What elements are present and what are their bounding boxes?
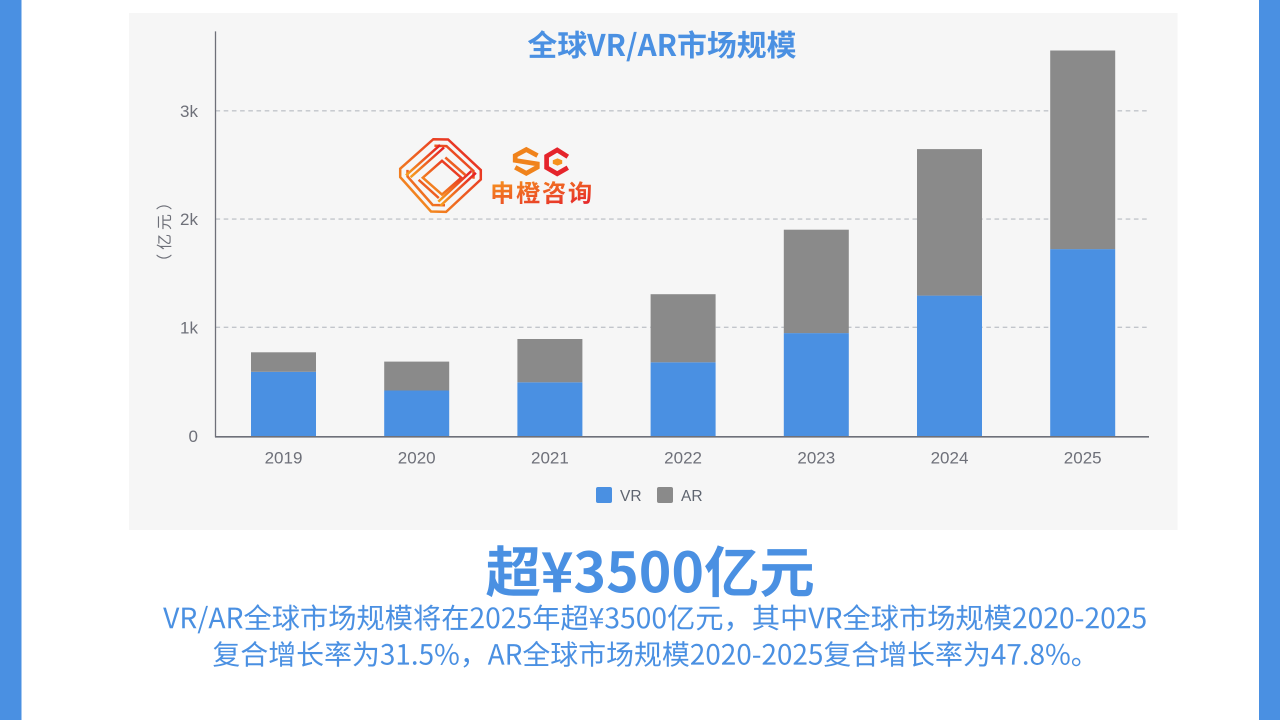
svg-text:2020: 2020 [398, 449, 436, 468]
svg-text:AR: AR [681, 488, 703, 505]
svg-text:1k: 1k [180, 318, 198, 337]
svg-text:2022: 2022 [664, 449, 702, 468]
svg-text:3k: 3k [180, 102, 198, 121]
svg-text:2025: 2025 [1064, 449, 1102, 468]
svg-text:0: 0 [189, 427, 198, 446]
svg-text:2k: 2k [180, 210, 198, 229]
svg-text:2021: 2021 [531, 449, 569, 468]
svg-text:2023: 2023 [797, 449, 835, 468]
svg-text:2024: 2024 [931, 449, 969, 468]
svg-text:VR: VR [620, 488, 642, 505]
svg-text:2019: 2019 [265, 449, 303, 468]
